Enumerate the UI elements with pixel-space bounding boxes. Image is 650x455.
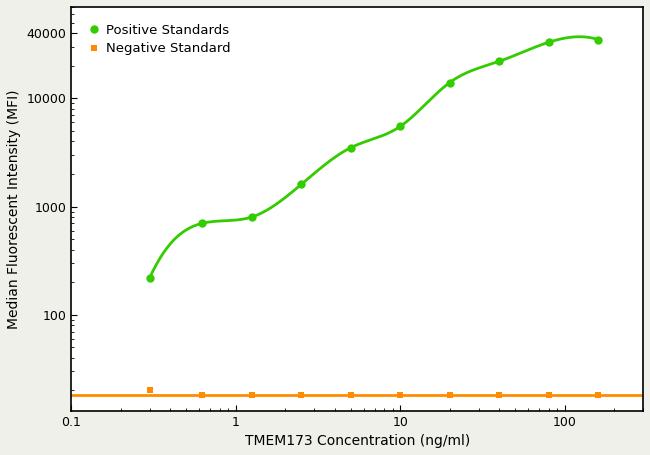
Negative Standard [396,393,404,398]
Legend: Positive Standards, Negative Standard: Positive Standards, Negative Standard [82,17,237,62]
Positive Standards [346,145,354,151]
Negative Standard [594,393,602,398]
Negative Standard [495,393,503,398]
Negative Standard [446,393,454,398]
Positive Standards [446,80,454,85]
Positive Standards [248,214,255,220]
Positive Standards [297,182,305,187]
Line: Positive Standards: Positive Standards [146,35,603,282]
Negative Standard [545,393,552,398]
Negative Standard [248,393,255,398]
Negative Standard [297,393,305,398]
Positive Standards [495,59,503,64]
Negative Standard [198,393,206,398]
Y-axis label: Median Fluorescent Intensity (MFI): Median Fluorescent Intensity (MFI) [7,89,21,329]
Line: Negative Standard: Negative Standard [146,387,602,399]
Positive Standards [594,37,602,42]
Positive Standards [396,124,404,129]
Positive Standards [198,221,206,226]
Negative Standard [146,388,153,393]
Negative Standard [346,393,354,398]
Positive Standards [545,40,552,45]
Positive Standards [146,275,153,280]
X-axis label: TMEM173 Concentration (ng/ml): TMEM173 Concentration (ng/ml) [244,434,470,448]
